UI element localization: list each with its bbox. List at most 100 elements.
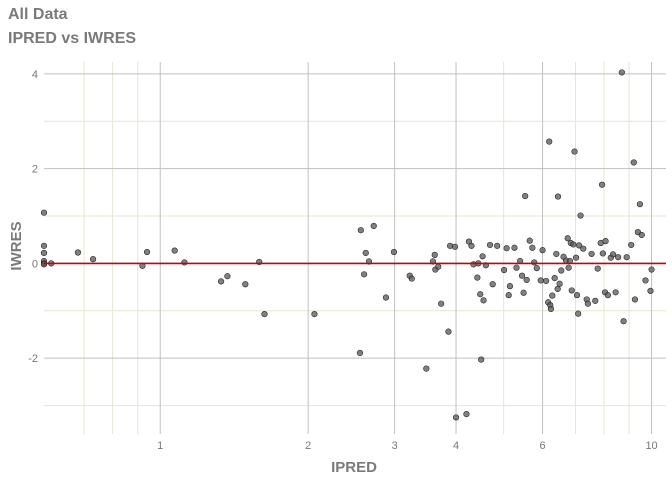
data-point (598, 181, 606, 188)
data-point (604, 292, 612, 299)
data-point (546, 138, 553, 145)
data-point (500, 266, 508, 274)
data-point (489, 281, 496, 288)
data-point (577, 212, 584, 219)
data-point (224, 273, 231, 280)
data-point (584, 300, 591, 307)
data-point (408, 275, 415, 282)
data-point (451, 243, 459, 250)
data-point (468, 242, 475, 249)
data-point (568, 287, 575, 294)
data-point (542, 277, 550, 285)
data-point (463, 410, 470, 418)
data-point (636, 201, 644, 208)
data-point (362, 249, 369, 257)
x-axis-title: IPRED (331, 459, 377, 476)
data-point (242, 281, 249, 288)
data-point (435, 263, 442, 270)
data-points (40, 69, 655, 421)
data-point (520, 289, 527, 296)
data-point (533, 265, 540, 272)
data-point (623, 254, 630, 261)
data-point (356, 349, 364, 357)
data-point (143, 248, 151, 256)
x-axis-ticks: 1 2 3 4 6 10 (157, 440, 658, 452)
data-point (480, 297, 487, 304)
y-tick-label: 2 (32, 164, 38, 176)
data-point (551, 274, 558, 282)
data-point (506, 283, 514, 290)
x-tick-label: 1 (157, 440, 163, 452)
y-tick-label: 0 (32, 258, 38, 270)
data-point (628, 241, 635, 249)
data-point (537, 277, 544, 284)
data-point (647, 287, 654, 294)
data-point (558, 267, 565, 274)
data-point (40, 249, 48, 257)
x-tick-label: 3 (392, 440, 398, 452)
data-point (477, 291, 484, 298)
data-point (505, 292, 512, 299)
x-tick-label: 2 (305, 440, 311, 452)
x-tick-label: 6 (539, 440, 545, 452)
data-point (588, 250, 595, 258)
x-tick-label: 10 (645, 440, 657, 452)
data-point (539, 247, 546, 254)
data-point (529, 244, 536, 251)
data-point (511, 244, 518, 251)
data-point (547, 305, 555, 312)
data-point (564, 235, 571, 242)
data-point (575, 242, 583, 249)
data-point (594, 265, 601, 272)
data-point (553, 250, 560, 258)
data-point (572, 254, 580, 261)
data-point (609, 251, 617, 258)
data-point (526, 237, 533, 244)
data-point (361, 271, 368, 278)
data-point (89, 256, 97, 263)
data-point (390, 248, 398, 256)
data-point (549, 292, 556, 299)
data-point (452, 414, 460, 421)
data-point (423, 365, 430, 372)
minor-gridlines (44, 62, 666, 434)
data-point (573, 292, 581, 299)
chart-title: All Data (8, 6, 68, 23)
data-point (474, 274, 481, 281)
chart-subtitle: IPRED vs IWRES (8, 30, 137, 47)
data-point (592, 297, 599, 304)
data-point (479, 253, 486, 260)
data-point (445, 328, 452, 335)
data-point (478, 356, 485, 363)
data-point (494, 242, 501, 249)
x-tick-label: 4 (453, 440, 459, 452)
data-point (40, 261, 48, 268)
data-point (74, 249, 82, 256)
data-point (599, 250, 606, 257)
data-point (518, 272, 526, 279)
data-point (438, 300, 445, 307)
data-point (571, 148, 578, 155)
data-point (181, 259, 188, 266)
data-point (531, 259, 538, 266)
data-point (370, 222, 377, 230)
data-point (486, 241, 494, 249)
data-point (642, 277, 649, 284)
data-point (40, 242, 48, 249)
data-point (382, 294, 390, 301)
data-point (618, 69, 625, 76)
data-point (575, 310, 582, 317)
data-point (513, 264, 520, 271)
data-point (648, 266, 655, 273)
data-point (554, 193, 562, 200)
y-tick-label: 4 (32, 69, 38, 81)
data-point (638, 231, 645, 239)
data-point (261, 311, 268, 318)
data-point (40, 209, 48, 216)
data-point (217, 278, 225, 285)
data-point (620, 318, 627, 325)
data-point (570, 241, 577, 248)
data-point (357, 227, 364, 234)
data-point (615, 254, 622, 261)
